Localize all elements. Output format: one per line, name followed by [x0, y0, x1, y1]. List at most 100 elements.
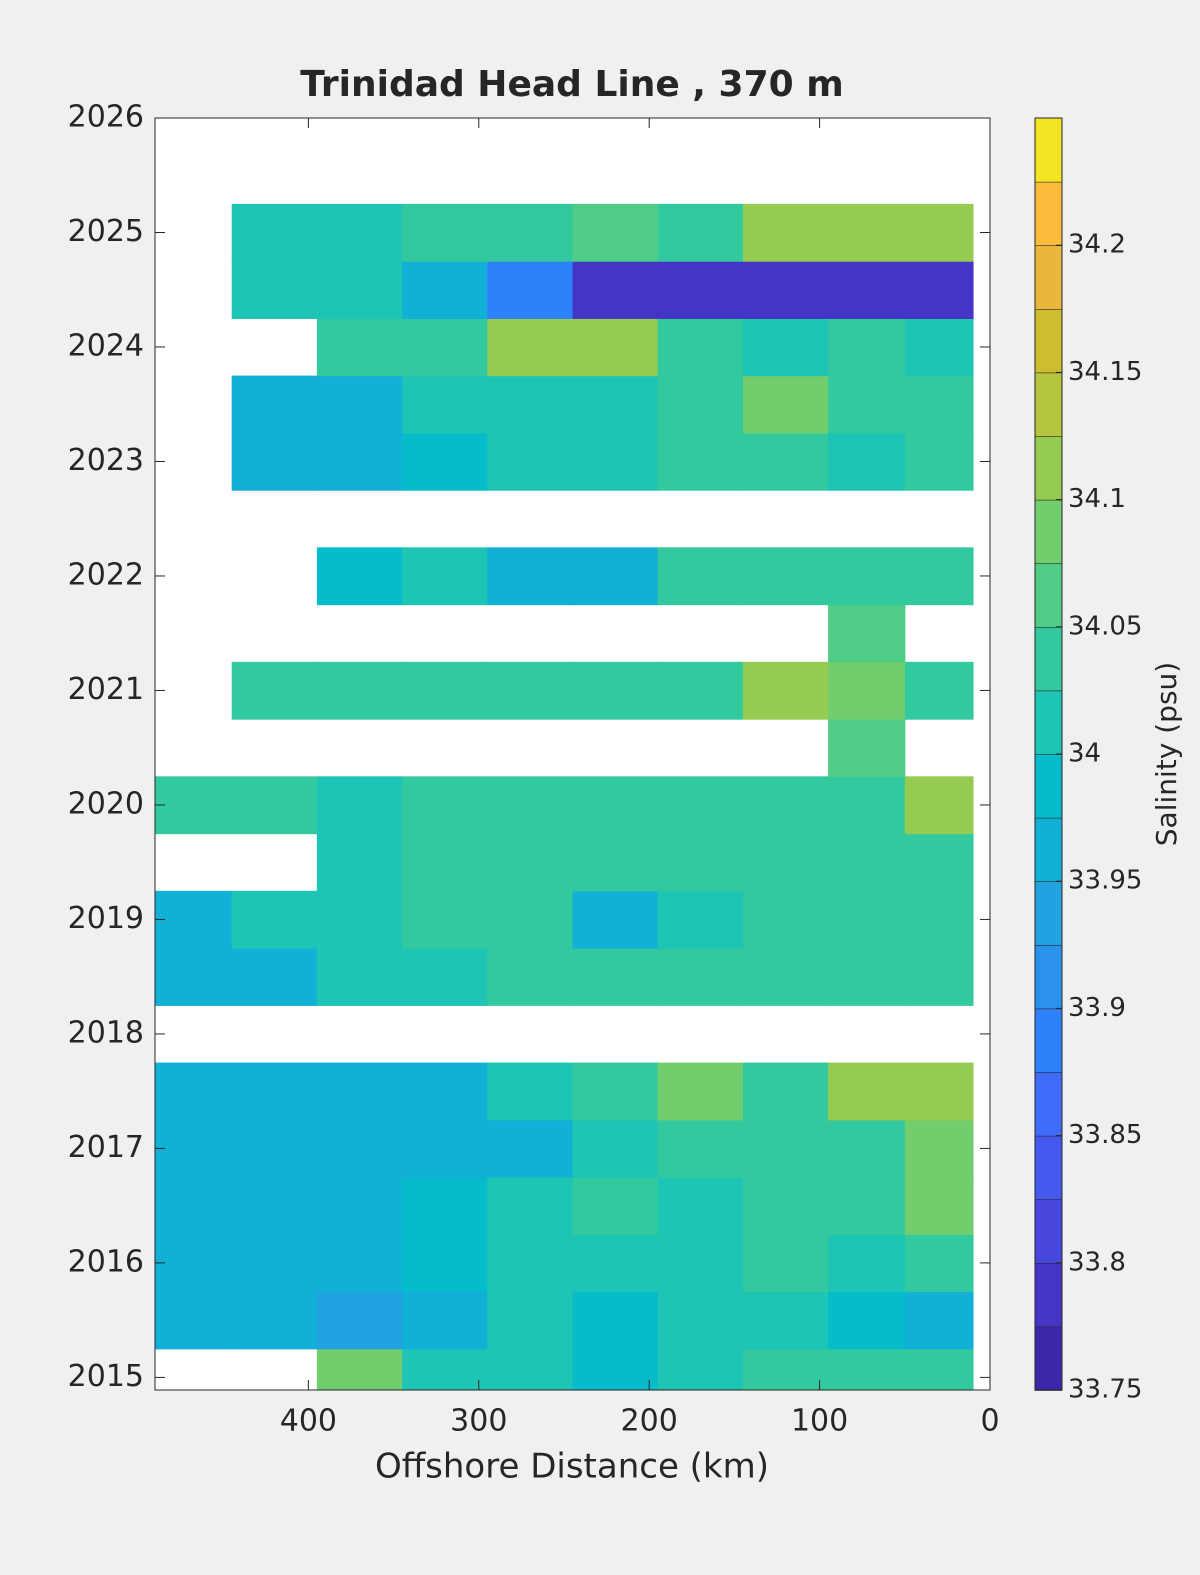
cell	[828, 890, 906, 949]
cell	[657, 776, 744, 835]
y-tick-label: 2024	[68, 328, 144, 363]
y-tick-label: 2018	[68, 1015, 144, 1050]
colorbar-segment	[1034, 1326, 1063, 1391]
y-tick-label: 2023	[68, 443, 144, 478]
cell	[828, 318, 906, 377]
cell	[231, 375, 318, 434]
cell	[828, 948, 906, 1006]
cell	[572, 375, 659, 434]
cell	[572, 203, 659, 262]
cell	[828, 1234, 906, 1293]
cell	[487, 547, 574, 606]
cell	[231, 432, 318, 491]
cell	[231, 1062, 318, 1121]
cell	[487, 833, 574, 892]
colorbar-tick-label: 34.2	[1068, 230, 1126, 260]
cell	[572, 261, 659, 319]
cell	[231, 1119, 318, 1178]
x-tick-label: 400	[280, 1404, 337, 1439]
cell	[572, 948, 659, 1006]
cell	[316, 1119, 403, 1178]
y-tick-label: 2019	[68, 901, 144, 936]
cell	[155, 948, 233, 1006]
y-tick-label: 2017	[68, 1130, 144, 1165]
cell	[904, 432, 974, 491]
colorbar-segment	[1034, 1198, 1063, 1264]
colorbar-tick-label: 34.05	[1068, 611, 1142, 641]
y-tick-label: 2020	[68, 786, 144, 821]
cell	[828, 1119, 906, 1178]
cell	[316, 318, 403, 377]
cell	[742, 661, 829, 720]
cell	[487, 948, 574, 1006]
cell	[231, 948, 318, 1006]
cell	[572, 1062, 659, 1121]
cell	[231, 890, 318, 949]
cell	[657, 203, 744, 262]
cell	[828, 776, 906, 835]
colorbar-segment	[1034, 181, 1063, 247]
colorbar-tick-label: 33.8	[1068, 1247, 1126, 1277]
cell	[742, 1177, 829, 1235]
cell	[742, 1234, 829, 1293]
cell	[742, 318, 829, 377]
colorbar-segment	[1034, 817, 1063, 882]
cell	[231, 776, 318, 835]
cell	[316, 1177, 403, 1235]
colorbar-segment	[1034, 372, 1063, 437]
cell	[487, 1234, 574, 1293]
x-axis-label: Offshore Distance (km)	[375, 1447, 769, 1487]
chart-title: Trinidad Head Line , 370 m	[300, 64, 843, 105]
cell	[742, 1348, 829, 1390]
cell	[316, 432, 403, 491]
cell	[828, 432, 906, 491]
cell	[828, 661, 906, 720]
cell	[402, 1234, 488, 1293]
cell	[572, 432, 659, 491]
cell	[657, 1234, 744, 1293]
colorbar-segment	[1034, 117, 1063, 183]
cell	[904, 203, 974, 262]
x-tick-label: 200	[621, 1404, 678, 1439]
cell	[828, 833, 906, 892]
colorbar-tick-label: 33.95	[1068, 866, 1142, 896]
cell	[402, 1062, 488, 1121]
cell	[657, 948, 744, 1006]
cell	[742, 1062, 829, 1121]
colorbar-tick-label: 33.9	[1068, 993, 1126, 1023]
cell	[402, 948, 488, 1006]
cell	[828, 1177, 906, 1235]
colorbar-segment	[1034, 753, 1063, 819]
cell	[316, 547, 403, 606]
cell	[742, 1119, 829, 1178]
cell	[572, 1119, 659, 1178]
colorbar-segment	[1034, 308, 1063, 374]
cell	[487, 661, 574, 720]
cell	[828, 1062, 906, 1121]
cell	[904, 261, 974, 319]
cell	[828, 604, 906, 663]
colorbar-segment	[1034, 944, 1063, 1010]
colorbar-segment	[1034, 435, 1063, 501]
cell	[402, 1291, 488, 1350]
cell	[402, 261, 488, 319]
cell	[487, 1177, 574, 1235]
cell	[742, 547, 829, 606]
cell	[742, 1291, 829, 1350]
cell	[828, 547, 906, 606]
cell	[402, 661, 488, 720]
cell	[904, 1119, 974, 1178]
y-tick-label: 2026	[68, 100, 144, 135]
cell	[487, 375, 574, 434]
cell	[572, 318, 659, 377]
cell	[487, 776, 574, 835]
y-tick-label: 2022	[68, 557, 144, 592]
cell	[231, 1291, 318, 1350]
x-tick-label: 0	[980, 1404, 999, 1439]
cell	[155, 1291, 233, 1350]
cell	[572, 661, 659, 720]
cell	[316, 776, 403, 835]
cell	[402, 1119, 488, 1178]
cell	[487, 432, 574, 491]
